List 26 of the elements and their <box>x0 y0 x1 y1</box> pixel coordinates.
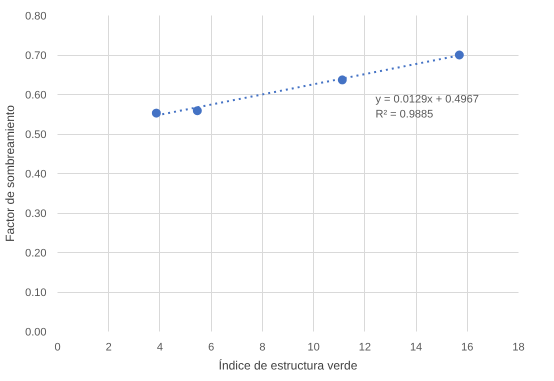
y-tick-label: 0.30 <box>25 208 47 220</box>
annotation: R² = 0.9885 <box>376 108 434 120</box>
y-tick-label: 0.70 <box>25 50 47 62</box>
x-tick-label: 2 <box>106 342 112 354</box>
y-tick-label: 0.20 <box>25 248 47 260</box>
y-tick-label: 0.40 <box>25 168 47 180</box>
y-tick-label: 0.00 <box>25 326 47 338</box>
point <box>152 108 161 118</box>
x-tick-label: 18 <box>512 342 525 354</box>
x-tick-label: 10 <box>307 342 320 354</box>
y-tick-label: 0.10 <box>25 287 47 299</box>
point <box>454 50 464 60</box>
y-tick-label: 0.60 <box>25 90 47 102</box>
annotation: y = 0.0129x + 0.4967 <box>376 94 479 106</box>
x-tick-label: 0 <box>54 342 61 354</box>
x-tick-label: 14 <box>410 342 422 354</box>
x-tick-label: 12 <box>358 342 371 354</box>
x-tick-label: 16 <box>461 342 474 354</box>
y-axis-title: Factor de sombreamiento <box>3 104 18 242</box>
x-tick-label: 8 <box>259 342 266 354</box>
y-tick-label: 0.80 <box>25 10 47 22</box>
y-tick-label: 0.50 <box>25 129 47 141</box>
point <box>192 106 202 116</box>
x-tick-label: 6 <box>208 342 214 354</box>
x-tick-label: 4 <box>156 342 164 354</box>
x-axis-title: Índice de estructura verde <box>218 358 358 372</box>
